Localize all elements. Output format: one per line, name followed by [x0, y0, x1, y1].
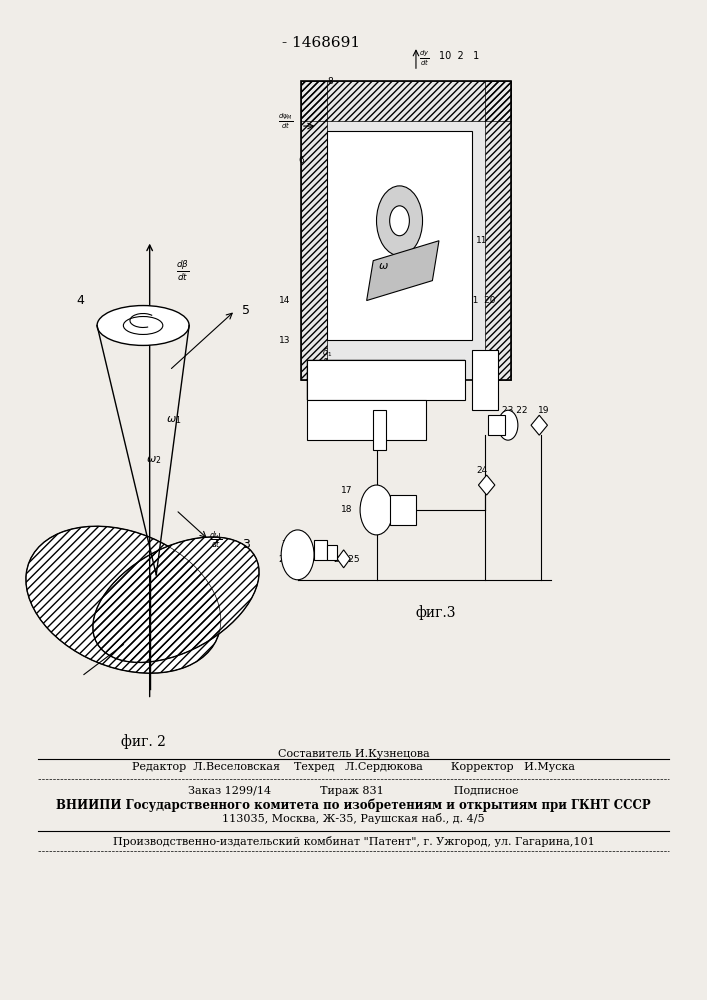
Text: $\omega_1$: $\omega_1$ [166, 414, 182, 426]
Text: $\omega_2$: $\omega_2$ [146, 454, 162, 466]
Text: Редактор  Л.Веселовская    Техред   Л.Сердюкова        Корректор   И.Муска: Редактор Л.Веселовская Техред Л.Сердюков… [132, 762, 575, 772]
Text: 113035, Москва, Ж-35, Раушская наб., д. 4/5: 113035, Москва, Ж-35, Раушская наб., д. … [222, 813, 485, 824]
Text: 14: 14 [279, 296, 290, 305]
Text: 24: 24 [476, 466, 487, 475]
Text: $\frac{d\varphi_0}{dt}$: $\frac{d\varphi_0}{dt}$ [380, 376, 393, 394]
Text: 17: 17 [341, 486, 353, 495]
Bar [327, 131, 472, 340]
Circle shape [498, 410, 518, 440]
Circle shape [360, 485, 393, 535]
Circle shape [390, 206, 409, 236]
Text: фиг.3: фиг.3 [416, 605, 456, 620]
Circle shape [377, 186, 423, 256]
Text: 26: 26 [279, 555, 290, 564]
Bar [373, 410, 387, 450]
Bar [327, 545, 337, 560]
Text: 23 22: 23 22 [502, 406, 527, 415]
Polygon shape [337, 550, 350, 568]
Text: $\frac{d\omega}{dt}$: $\frac{d\omega}{dt}$ [209, 530, 222, 551]
Text: 10  2   1: 10 2 1 [438, 51, 479, 61]
Text: Заказ 1299/14              Тираж 831                    Подписное: Заказ 1299/14 Тираж 831 Подписное [188, 786, 519, 796]
Text: 5: 5 [242, 304, 250, 317]
Text: 19: 19 [539, 406, 550, 415]
Text: 4: 4 [76, 294, 84, 307]
Text: 12: 12 [476, 376, 487, 385]
Text: $\omega$: $\omega$ [378, 261, 389, 271]
Bar [314, 540, 327, 560]
Bar [485, 81, 511, 380]
Text: ВНИИПИ Государственного комитета по изобретениям и открытиям при ГКНТ СССР: ВНИИПИ Государственного комитета по изоб… [56, 798, 651, 812]
Text: 13: 13 [279, 336, 290, 345]
Text: 7: 7 [281, 540, 287, 549]
Text: 16: 16 [341, 426, 353, 435]
Polygon shape [531, 415, 547, 435]
Text: $\delta_2$: $\delta_2$ [322, 356, 332, 369]
Circle shape [281, 530, 314, 580]
Bar [301, 81, 511, 380]
Ellipse shape [93, 537, 259, 662]
Text: 11: 11 [476, 236, 487, 245]
Bar [472, 350, 498, 410]
Text: $\frac{dy}{dt}$: $\frac{dy}{dt}$ [419, 48, 430, 68]
Bar [301, 81, 511, 121]
Text: $\delta_1$: $\delta_1$ [322, 346, 332, 359]
Bar [308, 360, 465, 400]
Text: 21  20: 21 20 [467, 296, 496, 305]
Bar [308, 400, 426, 440]
Text: фиг. 2: фиг. 2 [121, 734, 165, 749]
Text: $\frac{d\beta}{dt}$: $\frac{d\beta}{dt}$ [176, 259, 189, 283]
Text: 15: 15 [341, 366, 353, 375]
Text: 18: 18 [341, 505, 353, 514]
Text: Производственно-издательский комбинат "Патент", г. Ужгород, ул. Гагарина,101: Производственно-издательский комбинат "П… [112, 836, 595, 847]
Ellipse shape [123, 317, 163, 334]
Bar [308, 360, 465, 400]
Text: 9: 9 [327, 216, 334, 225]
Text: 6: 6 [298, 156, 304, 165]
Polygon shape [479, 475, 495, 495]
Text: - 1468691: - 1468691 [281, 36, 360, 50]
Ellipse shape [97, 306, 189, 345]
Text: 3: 3 [242, 538, 250, 551]
Text: 27 25: 27 25 [334, 555, 360, 564]
Text: 8: 8 [327, 77, 334, 86]
Ellipse shape [26, 526, 221, 673]
Bar [301, 81, 327, 380]
Text: $\frac{d\psi_M}{dt}$: $\frac{d\psi_M}{dt}$ [278, 111, 293, 131]
Polygon shape [367, 241, 439, 301]
Text: Составитель И.Кузнецова: Составитель И.Кузнецова [278, 749, 429, 759]
Bar [390, 495, 416, 525]
Bar [489, 415, 505, 435]
